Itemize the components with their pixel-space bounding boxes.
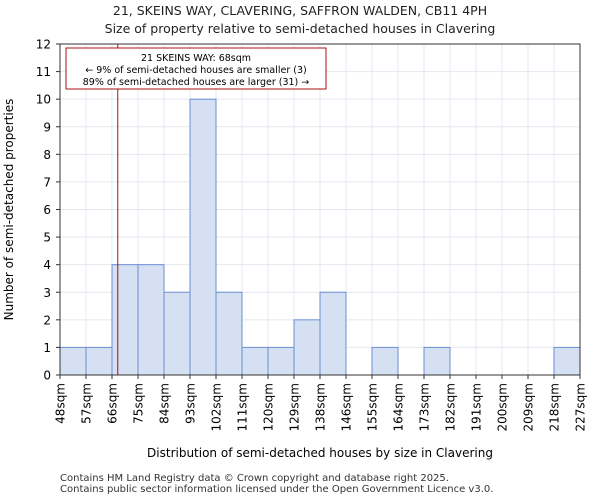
histogram-bar (423, 346, 451, 376)
histogram-bar (215, 291, 243, 376)
y-tick-label: 4 (43, 258, 51, 272)
x-tick-label: 200sqm (496, 383, 510, 431)
y-tick-label: 1 (43, 341, 51, 355)
x-tick-label: 218sqm (548, 383, 562, 431)
annotation-box: 21 SKEINS WAY: 68sqm ← 9% of semi-detach… (65, 47, 327, 90)
histogram-bar (59, 346, 87, 376)
y-tick-label: 11 (36, 65, 51, 79)
histogram-bar (293, 319, 321, 376)
histogram-bar (189, 98, 217, 376)
y-tick-label: 0 (43, 369, 51, 383)
x-tick-label: 129sqm (288, 383, 302, 431)
annotation-line-3: 89% of semi-detached houses are larger (… (83, 77, 310, 88)
footer-copyright: Contains HM Land Registry data © Crown c… (60, 473, 449, 484)
y-tick-label: 2 (43, 313, 51, 327)
annotation-line-2: ← 9% of semi-detached houses are smaller… (85, 65, 306, 76)
x-tick-label: 164sqm (392, 383, 406, 431)
histogram-bar (163, 291, 191, 376)
x-tick-label: 111sqm (236, 383, 250, 431)
x-tick-label: 182sqm (444, 383, 458, 431)
x-tick-label: 227sqm (574, 383, 588, 431)
histogram-bar (241, 346, 269, 376)
x-tick-label: 191sqm (470, 383, 484, 431)
histogram-bar (319, 291, 347, 376)
y-tick-label: 7 (43, 175, 51, 189)
x-tick-label: 57sqm (80, 383, 94, 424)
x-ticks: 48sqm 57sqm 66sqm 75sqm 84sqm 93sqm 102sqm 111s… (54, 375, 588, 431)
footer-licence: Contains public sector information licen… (60, 484, 494, 495)
histogram-bar (85, 346, 113, 376)
y-tick-label: 3 (43, 286, 51, 300)
x-tick-label: 138sqm (314, 383, 328, 431)
x-tick-label: 209sqm (522, 383, 536, 431)
annotation-line-1: 21 SKEINS WAY: 68sqm (141, 53, 251, 64)
x-tick-label: 102sqm (210, 383, 224, 431)
x-tick-label: 66sqm (106, 383, 120, 424)
histogram-bar (371, 346, 399, 376)
histogram-bar (111, 264, 139, 376)
y-tick-label: 6 (43, 203, 51, 217)
bars (59, 98, 581, 376)
chart-title: 21, SKEINS WAY, CLAVERING, SAFFRON WALDE… (112, 3, 488, 18)
x-tick-label: 48sqm (54, 383, 68, 424)
x-tick-label: 84sqm (158, 383, 172, 424)
histogram-bar (553, 346, 581, 376)
x-tick-label: 155sqm (366, 383, 380, 431)
y-tick-label: 12 (36, 38, 51, 52)
y-tick-label: 8 (43, 148, 51, 162)
chart-subtitle: Size of property relative to semi-detach… (104, 21, 496, 36)
histogram-bar (267, 346, 295, 376)
y-tick-label: 10 (36, 93, 51, 107)
x-axis-label: Distribution of semi-detached houses by … (147, 446, 493, 460)
x-tick-label: 75sqm (132, 383, 146, 424)
x-tick-label: 146sqm (340, 383, 354, 431)
y-tick-label: 5 (43, 231, 51, 245)
annotation-border (65, 47, 327, 90)
y-axis-label: Number of semi-detached properties (2, 99, 16, 321)
histogram-bar (137, 264, 165, 376)
x-tick-label: 93sqm (184, 383, 198, 424)
x-tick-label: 173sqm (418, 383, 432, 431)
y-tick-label: 9 (43, 120, 51, 134)
x-tick-label: 120sqm (262, 383, 276, 431)
